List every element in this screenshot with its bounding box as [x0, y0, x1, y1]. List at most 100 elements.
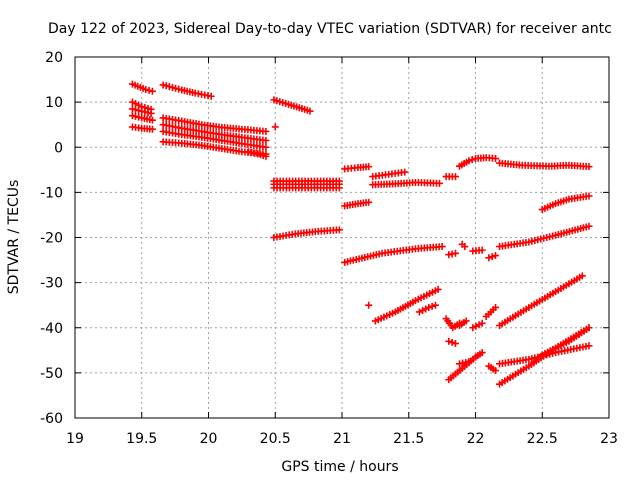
data-series [482, 303, 500, 320]
data-series [469, 246, 486, 255]
y-tick-label: 10 [45, 95, 63, 111]
x-tick-label: 22 [467, 431, 485, 447]
data-series [442, 173, 459, 181]
data-point [262, 143, 270, 151]
data-point [365, 198, 373, 206]
data-series [445, 337, 459, 348]
x-tick-label: 21.5 [393, 431, 424, 447]
data-series [270, 180, 343, 188]
axis-ticks: 19 19.5 20 20.5 21 21.5 22 22.5 23 20 10 0 -10 -20 -30… [40, 50, 618, 447]
data-series [341, 198, 373, 210]
data-point [435, 179, 443, 187]
data-point [438, 243, 446, 251]
data-series [159, 114, 270, 135]
data-series [159, 138, 270, 158]
data-series [538, 324, 593, 359]
data-point [478, 349, 486, 357]
x-tick-label: 23 [600, 431, 618, 447]
data-series [469, 319, 486, 332]
data-series [458, 240, 469, 251]
data-series [455, 317, 470, 329]
grid [75, 57, 609, 418]
data-point [428, 302, 436, 310]
data-point [142, 85, 150, 93]
data-point [585, 222, 593, 230]
data-series [270, 184, 343, 192]
data-point [585, 192, 593, 200]
data-point [492, 155, 500, 163]
data-point [335, 226, 343, 234]
y-tick-label: -30 [40, 276, 63, 292]
data-series [445, 349, 486, 384]
data-point [451, 173, 459, 181]
data-point [365, 163, 373, 171]
data-point [431, 301, 439, 309]
data-series [369, 168, 409, 181]
data-series [445, 249, 459, 259]
data-point [335, 180, 343, 188]
y-tick-label: -60 [40, 411, 63, 427]
x-tick-label: 20 [200, 431, 218, 447]
data-point [262, 127, 270, 135]
y-axis-label: SDTVAR / TECUs [6, 180, 22, 295]
data-point [488, 253, 496, 261]
data-point [585, 342, 593, 350]
data-series [159, 81, 215, 100]
data-point [148, 125, 156, 133]
data-point [434, 285, 442, 293]
data-point [401, 168, 409, 176]
y-tick-label: -50 [40, 366, 63, 382]
data-series [455, 154, 500, 170]
x-tick-label: 22.5 [527, 431, 558, 447]
data-point [306, 107, 314, 115]
plot-border [74, 56, 610, 419]
data-point [262, 152, 270, 160]
y-tick-label: -40 [40, 321, 63, 337]
data-point [465, 157, 473, 165]
data-series [365, 301, 373, 309]
x-tick-label: 19.5 [126, 431, 157, 447]
data-series [159, 127, 270, 151]
data-point [262, 136, 270, 144]
y-tick-label: -20 [40, 231, 63, 247]
data-point [445, 337, 453, 345]
data-series [128, 80, 156, 95]
data-series [496, 222, 593, 251]
data-point [207, 92, 215, 100]
data-point [148, 87, 156, 95]
x-tick-label: 20.5 [260, 431, 291, 447]
data-series [455, 358, 473, 368]
data-series [128, 123, 156, 133]
data-series [159, 121, 270, 144]
data-series [271, 123, 279, 131]
data-series [128, 105, 155, 117]
data-series [341, 163, 373, 173]
y-tick-label: 20 [45, 50, 63, 66]
data-series [270, 226, 343, 241]
data-point [492, 303, 500, 311]
data-series [371, 285, 442, 325]
data-point [148, 116, 156, 124]
chart-title: Day 122 of 2023, Sidereal Day-to-day VTE… [48, 21, 612, 37]
data-series [245, 148, 270, 160]
data-point [425, 303, 433, 311]
data-point [451, 249, 459, 257]
y-tick-label: 0 [54, 140, 63, 156]
data-series [496, 159, 593, 171]
data-series [538, 192, 593, 214]
data-point [578, 272, 586, 280]
data-point [145, 86, 153, 94]
data-point [468, 156, 476, 164]
data-series [369, 178, 443, 189]
data-series [341, 243, 446, 266]
x-tick-label: 19 [66, 431, 84, 447]
data-point [478, 319, 486, 327]
data-point [365, 301, 373, 309]
data-point [485, 254, 493, 262]
x-tick-label: 21 [333, 431, 351, 447]
data-point [462, 317, 470, 325]
data-point [451, 340, 459, 348]
data-point [271, 123, 279, 131]
